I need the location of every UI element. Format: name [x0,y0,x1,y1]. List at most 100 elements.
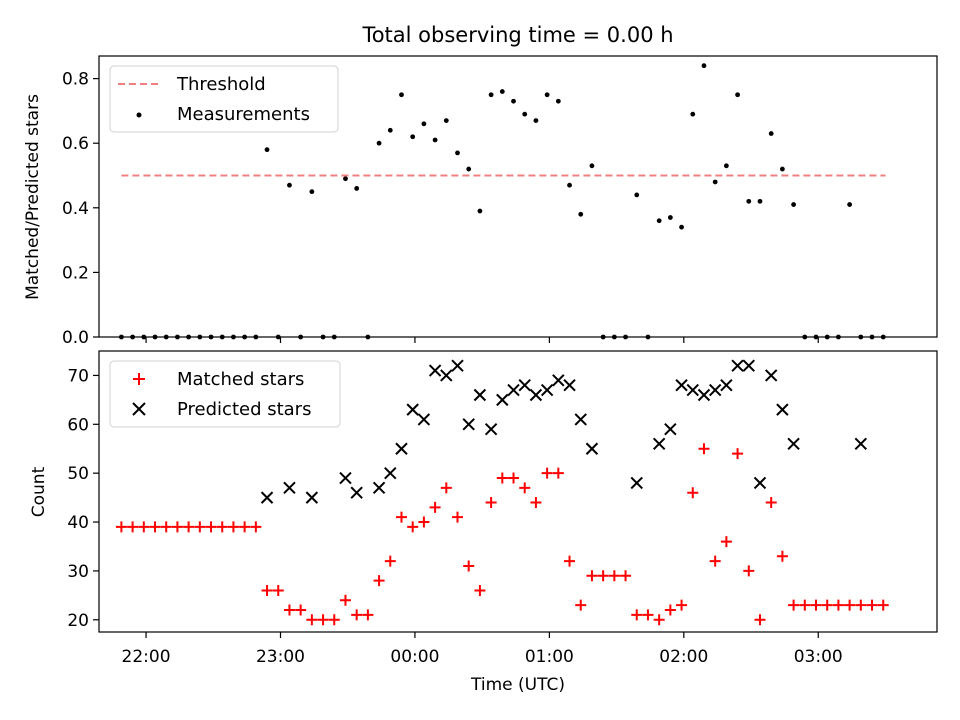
measurement-point [757,198,763,204]
predicted-markers [260,359,868,504]
predicted-point [484,422,498,436]
x-tick-label: 00:00 [390,647,439,667]
matched-point [866,599,878,611]
matched-point [440,482,452,494]
matched-point [395,511,407,523]
matched-point [754,614,766,626]
measurement-point [779,166,785,172]
predicted-point [462,418,475,431]
matched-point [541,467,553,479]
matched-point [877,599,889,611]
matched-point [832,599,844,611]
matched-point [631,609,643,621]
matched-point [496,472,508,484]
measurement-point [723,163,729,169]
matched-point [564,555,576,567]
measurement-point [690,111,696,117]
measurement-point [466,166,472,172]
predicted-point [585,442,599,455]
x-tick-label: 23:00 [256,647,305,667]
count-y-tick-label: 20 [67,611,89,631]
matched-point [508,472,520,484]
matched-point [227,521,239,533]
measurement-point [421,121,427,127]
predicted-point [753,476,767,490]
predicted-point [395,442,408,455]
count-y-tick-label: 40 [67,513,89,533]
x-tick-label: 02:00 [659,647,708,667]
predicted-point [776,403,789,416]
predicted-point [350,486,363,499]
matched-point [149,521,161,533]
count-y-tick-label: 70 [67,366,89,386]
predicted-point [787,437,800,451]
matched-point [306,614,318,626]
x-tick-label: 03:00 [794,647,843,667]
matched-point [474,584,486,596]
measurement-point [432,137,438,143]
matched-point [530,496,542,508]
predicted-point [406,403,419,416]
matched-point [373,575,385,587]
count-plot-frame [98,350,938,633]
measurement-point [477,208,483,214]
measurement-point [746,198,752,204]
ratio-plot-frame [98,55,938,338]
predicted-point [417,413,431,426]
matched-point [552,467,564,479]
measurement-point [488,92,494,98]
measurement-point [387,127,393,133]
matched-point [709,555,721,567]
matched-point [676,599,688,611]
count-y-tick-label: 30 [67,562,89,582]
matched-point [429,501,441,513]
count-y-ticks: 20 30 40 50 60 70 [67,366,99,631]
matched-point [844,599,856,611]
x-tick-label: 01:00 [525,647,574,667]
predicted-point [305,491,319,504]
predicted-point [507,383,520,397]
matched-point [418,516,430,528]
x-axis-label: Time (UTC) [470,675,565,695]
measurement-point [712,179,718,185]
threshold-legend-label: Threshold [176,74,266,95]
ratio-y-tick-label: 0.2 [62,263,89,283]
measurement-point [735,92,740,98]
measurement-point [679,224,684,230]
matched-point [407,521,419,533]
predicted-legend-label: Predicted stars [177,399,311,420]
measurement-point [376,140,382,146]
predicted-point [563,379,576,392]
measurement-point [343,176,348,182]
count-y-axis-label: Count [29,466,49,517]
matched-point [339,594,351,606]
predicted-point [708,383,722,397]
predicted-point [686,383,699,397]
matched-point [115,521,127,533]
measurement-point [499,89,505,94]
predicted-point [764,369,778,382]
matched-point [205,521,217,533]
matched-point [642,609,654,621]
measurement-point [768,131,774,136]
predicted-point [652,437,666,451]
matched-point [608,570,620,582]
measurement-point [522,111,528,117]
matched-point [239,521,251,533]
predicted-point [720,379,733,392]
matched-point [799,599,811,611]
predicted-point [428,364,442,377]
predicted-point [529,388,543,402]
count-legend: Matched stars Predicted stars [109,360,341,428]
predicted-point [384,466,397,480]
matched-point [855,599,867,611]
predicted-point [440,369,453,382]
matched-point [620,570,632,582]
ratio-y-ticks: 0.0 0.2 0.4 0.6 0.8 [62,70,99,348]
predicted-point [697,388,711,402]
measurement-point [533,118,539,123]
matched-point [463,560,475,572]
count-y-tick-label: 50 [67,464,89,484]
count-y-tick-label: 60 [67,415,89,435]
matched-point [485,496,497,508]
